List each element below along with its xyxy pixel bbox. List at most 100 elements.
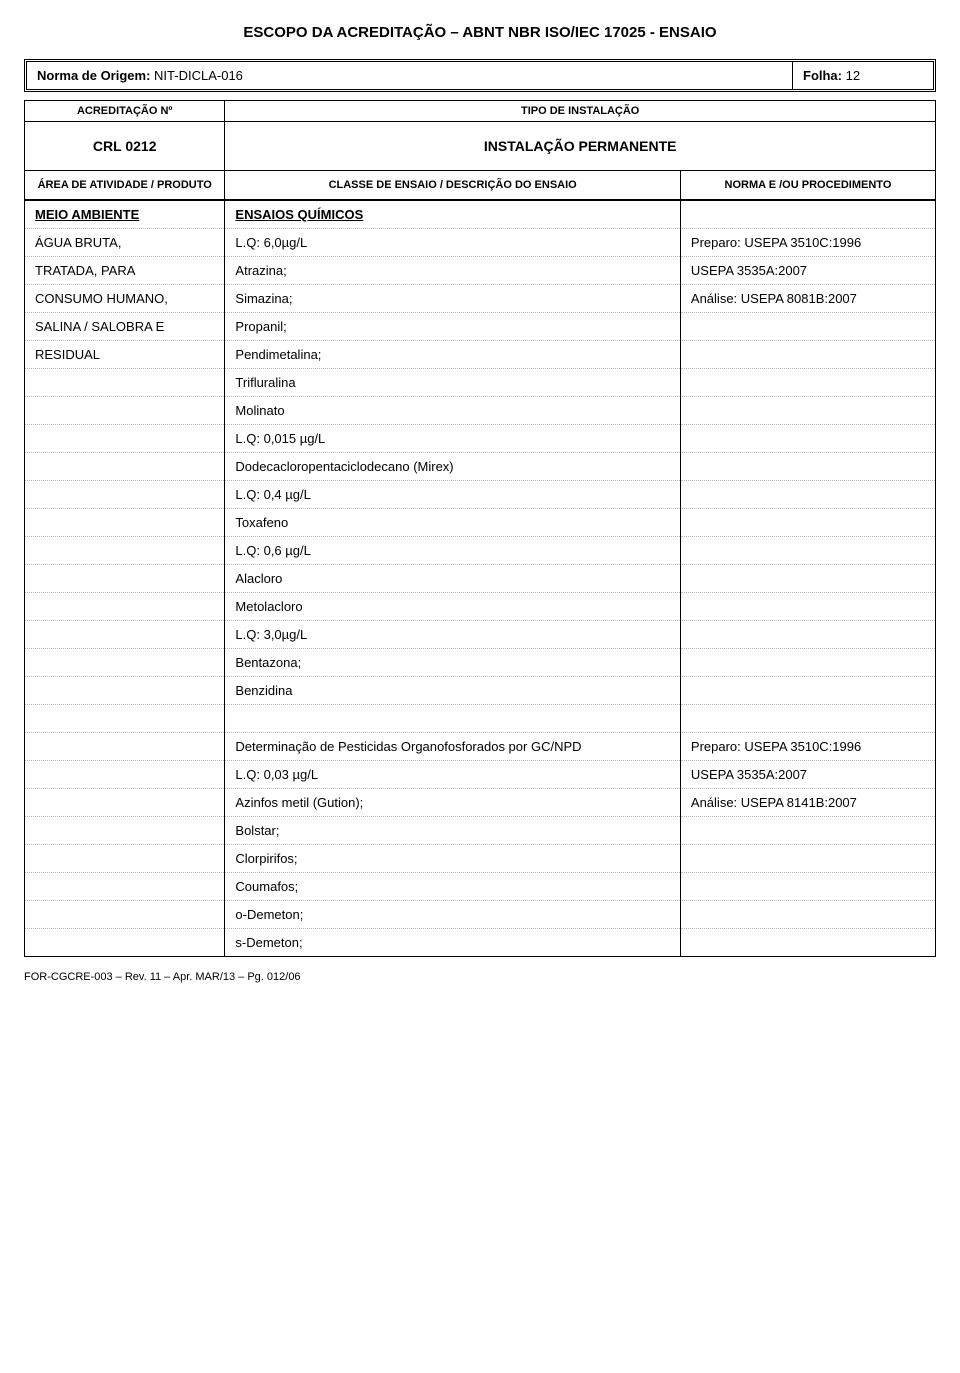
cell-area: [25, 845, 225, 873]
table-row: Benzidina: [25, 677, 936, 705]
table-row: [25, 705, 936, 733]
cell-area: [25, 817, 225, 845]
table-row: Clorpirifos;: [25, 845, 936, 873]
cell-norma: USEPA 3535A:2007: [680, 257, 935, 285]
cell-classe: Molinato: [225, 397, 681, 425]
cell-norma: [680, 341, 935, 369]
cell-classe: Metolacloro: [225, 593, 681, 621]
cell-classe: Bolstar;: [225, 817, 681, 845]
cell-classe: Trifluralina: [225, 369, 681, 397]
cell-area: [25, 509, 225, 537]
classe-label: CLASSE DE ENSAIO / DESCRIÇÃO DO ENSAIO: [225, 171, 681, 200]
cell-area: [25, 789, 225, 817]
norma-label: NORMA E /OU PROCEDIMENTO: [680, 171, 935, 200]
cell-norma: Preparo: USEPA 3510C:1996: [680, 229, 935, 257]
cell-norma: [680, 425, 935, 453]
origin-label: Norma de Origem:: [37, 68, 150, 83]
table-row: Trifluralina: [25, 369, 936, 397]
cell-classe: Dodecacloropentaciclodecano (Mirex): [225, 453, 681, 481]
cell-classe: L.Q: 0,03 µg/L: [225, 761, 681, 789]
cell-area: [25, 397, 225, 425]
cell-classe: Simazina;: [225, 285, 681, 313]
cell-norma: [680, 621, 935, 649]
cell-classe: L.Q: 0,6 µg/L: [225, 537, 681, 565]
cell-classe: L.Q: 6,0µg/L: [225, 229, 681, 257]
table-row: Alacloro: [25, 565, 936, 593]
cell-area: [25, 593, 225, 621]
cell-norma: USEPA 3535A:2007: [680, 761, 935, 789]
cell-area: [25, 901, 225, 929]
cell-area: [25, 677, 225, 705]
cell-area: ÁGUA BRUTA,: [25, 229, 225, 257]
table-row: L.Q: 0,015 µg/L: [25, 425, 936, 453]
table-row: Molinato: [25, 397, 936, 425]
table-row: MEIO AMBIENTEENSAIOS QUÍMICOS: [25, 201, 936, 229]
cell-norma: [680, 873, 935, 901]
data-table: MEIO AMBIENTEENSAIOS QUÍMICOS ÁGUA BRUTA…: [24, 200, 936, 957]
table-row: Bentazona;: [25, 649, 936, 677]
cell-area: CONSUMO HUMANO,: [25, 285, 225, 313]
cell-area: [25, 761, 225, 789]
tipo-label: TIPO DE INSTALAÇÃO: [225, 101, 936, 122]
cell-area: [25, 481, 225, 509]
table-row: L.Q: 0,6 µg/L: [25, 537, 936, 565]
cell-norma: [680, 509, 935, 537]
cell-classe: s-Demeton;: [225, 929, 681, 957]
cell-classe: Clorpirifos;: [225, 845, 681, 873]
cell-norma: [680, 369, 935, 397]
cell-norma: [680, 649, 935, 677]
cell-classe: o-Demeton;: [225, 901, 681, 929]
cell-classe: Benzidina: [225, 677, 681, 705]
table-row: L.Q: 0,4 µg/L: [25, 481, 936, 509]
table-row: s-Demeton;: [25, 929, 936, 957]
page-footer: FOR-CGCRE-003 – Rev. 11 – Apr. MAR/13 – …: [24, 971, 936, 983]
table-row: CONSUMO HUMANO,Simazina;Análise: USEPA 8…: [25, 285, 936, 313]
table-row: Dodecacloropentaciclodecano (Mirex): [25, 453, 936, 481]
crl-value: CRL 0212: [25, 122, 225, 171]
cell-classe: Coumafos;: [225, 873, 681, 901]
cell-norma: [680, 845, 935, 873]
table-row: TRATADA, PARAAtrazina;USEPA 3535A:2007: [25, 257, 936, 285]
cell-norma: [680, 313, 935, 341]
table-row: Metolacloro: [25, 593, 936, 621]
folha-value: 12: [846, 68, 860, 83]
table-row: o-Demeton;: [25, 901, 936, 929]
cell-classe: Toxafeno: [225, 509, 681, 537]
cell-norma: Análise: USEPA 8141B:2007: [680, 789, 935, 817]
cell-classe: [225, 705, 681, 733]
cell-norma: [680, 453, 935, 481]
cell-area: [25, 649, 225, 677]
cell-classe: Bentazona;: [225, 649, 681, 677]
table-row: SALINA / SALOBRA EPropanil;: [25, 313, 936, 341]
cell-classe: L.Q: 0,015 µg/L: [225, 425, 681, 453]
cell-norma: [680, 481, 935, 509]
table-row: Azinfos metil (Gution);Análise: USEPA 81…: [25, 789, 936, 817]
page-title: ESCOPO DA ACREDITAÇÃO – ABNT NBR ISO/IEC…: [24, 24, 936, 41]
cell-area: [25, 929, 225, 957]
cell-norma: [680, 817, 935, 845]
folha-label: Folha:: [803, 68, 842, 83]
cell-classe: Determinação de Pesticidas Organofosfora…: [225, 733, 681, 761]
cell-norma: [680, 901, 935, 929]
table-row: Toxafeno: [25, 509, 936, 537]
cell-norma: [680, 201, 935, 229]
cell-area: RESIDUAL: [25, 341, 225, 369]
cell-area: [25, 873, 225, 901]
cell-norma: [680, 677, 935, 705]
table-row: RESIDUALPendimetalina;: [25, 341, 936, 369]
cell-area: [25, 565, 225, 593]
folha-cell: Folha: 12: [793, 62, 933, 89]
origin-cell: Norma de Origem: NIT-DICLA-016: [27, 62, 793, 89]
acred-label: ACREDITAÇÃO Nº: [25, 101, 225, 122]
table-row: L.Q: 0,03 µg/LUSEPA 3535A:2007: [25, 761, 936, 789]
cell-area: [25, 537, 225, 565]
cell-norma: [680, 705, 935, 733]
cell-classe: Atrazina;: [225, 257, 681, 285]
table-row: L.Q: 3,0µg/L: [25, 621, 936, 649]
cell-area: [25, 453, 225, 481]
cell-classe: Alacloro: [225, 565, 681, 593]
cell-norma: Preparo: USEPA 3510C:1996: [680, 733, 935, 761]
table-row: Coumafos;: [25, 873, 936, 901]
origin-value: NIT-DICLA-016: [154, 68, 243, 83]
table-row: Bolstar;: [25, 817, 936, 845]
